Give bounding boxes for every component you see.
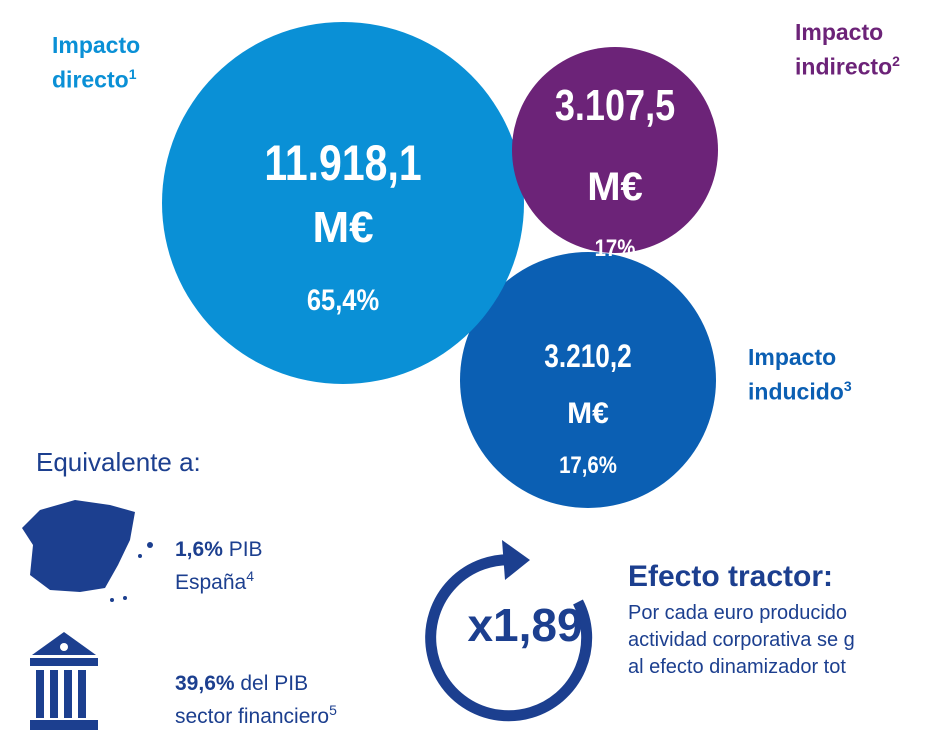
text: del PIB xyxy=(234,672,309,695)
label-direct: Impacto directo1 xyxy=(52,31,140,95)
text: Por cada euro producido xyxy=(628,602,848,624)
island xyxy=(123,596,127,600)
multiplier: x1,89 xyxy=(467,599,583,651)
text: 5 xyxy=(329,702,337,718)
value: 3.210,2 xyxy=(544,340,632,375)
equivalent-title: Equivalente a: xyxy=(36,447,201,477)
text: al efecto dinamizador tot xyxy=(628,656,846,678)
text: 3 xyxy=(843,378,852,394)
label-induced: Impacto inducido3 xyxy=(748,343,852,407)
spain-map-icon xyxy=(22,500,135,592)
text: inducido xyxy=(748,378,844,405)
tractor-text: Por cada euro producido actividad corpora… xyxy=(628,600,946,681)
text: Impacto xyxy=(795,19,884,45)
unit: M€ xyxy=(587,165,643,209)
island xyxy=(110,598,114,602)
bank-part xyxy=(50,670,58,718)
share: 65,4% xyxy=(307,283,380,316)
text: directo xyxy=(52,66,129,93)
bubble-direct xyxy=(162,22,524,384)
share: 17,6% xyxy=(559,451,617,478)
bank-part xyxy=(64,670,72,718)
value: 3.107,5 xyxy=(555,81,675,130)
bubble-indirect xyxy=(512,47,718,253)
bank-dot xyxy=(60,643,68,651)
text: sector financiero xyxy=(175,705,330,728)
island xyxy=(147,542,153,548)
text: 1,6% xyxy=(175,538,223,561)
text: Impacto xyxy=(748,344,837,370)
text: España xyxy=(175,571,247,594)
text: PIB xyxy=(222,538,263,561)
island xyxy=(138,554,142,558)
bank-part xyxy=(30,720,98,730)
text: 39,6% xyxy=(175,672,235,695)
text: 2 xyxy=(892,53,900,69)
unit: M€ xyxy=(312,203,373,252)
text: 4 xyxy=(246,568,255,584)
unit: M€ xyxy=(567,397,609,430)
bubble-induced xyxy=(460,252,716,508)
tractor-title: Efecto tractor: xyxy=(628,560,834,593)
value: 11.918,1 xyxy=(264,135,421,191)
arrow-head xyxy=(502,540,530,580)
text: Impacto xyxy=(52,32,141,58)
bank-part xyxy=(36,670,44,718)
equivalent-item: 39,6% del PIB sector financiero5 xyxy=(175,670,337,730)
equivalent-item: 1,6% PIB España4 xyxy=(175,536,263,596)
bank-part xyxy=(78,670,86,718)
share: 17% xyxy=(595,234,636,261)
text: indirecto xyxy=(795,53,893,80)
text: 1 xyxy=(128,66,137,82)
text: actividad corporativa se g xyxy=(628,629,855,651)
label-indirect: Impacto indirecto2 xyxy=(795,18,900,82)
cycle-arrow xyxy=(425,554,593,722)
bank-part xyxy=(30,658,98,666)
